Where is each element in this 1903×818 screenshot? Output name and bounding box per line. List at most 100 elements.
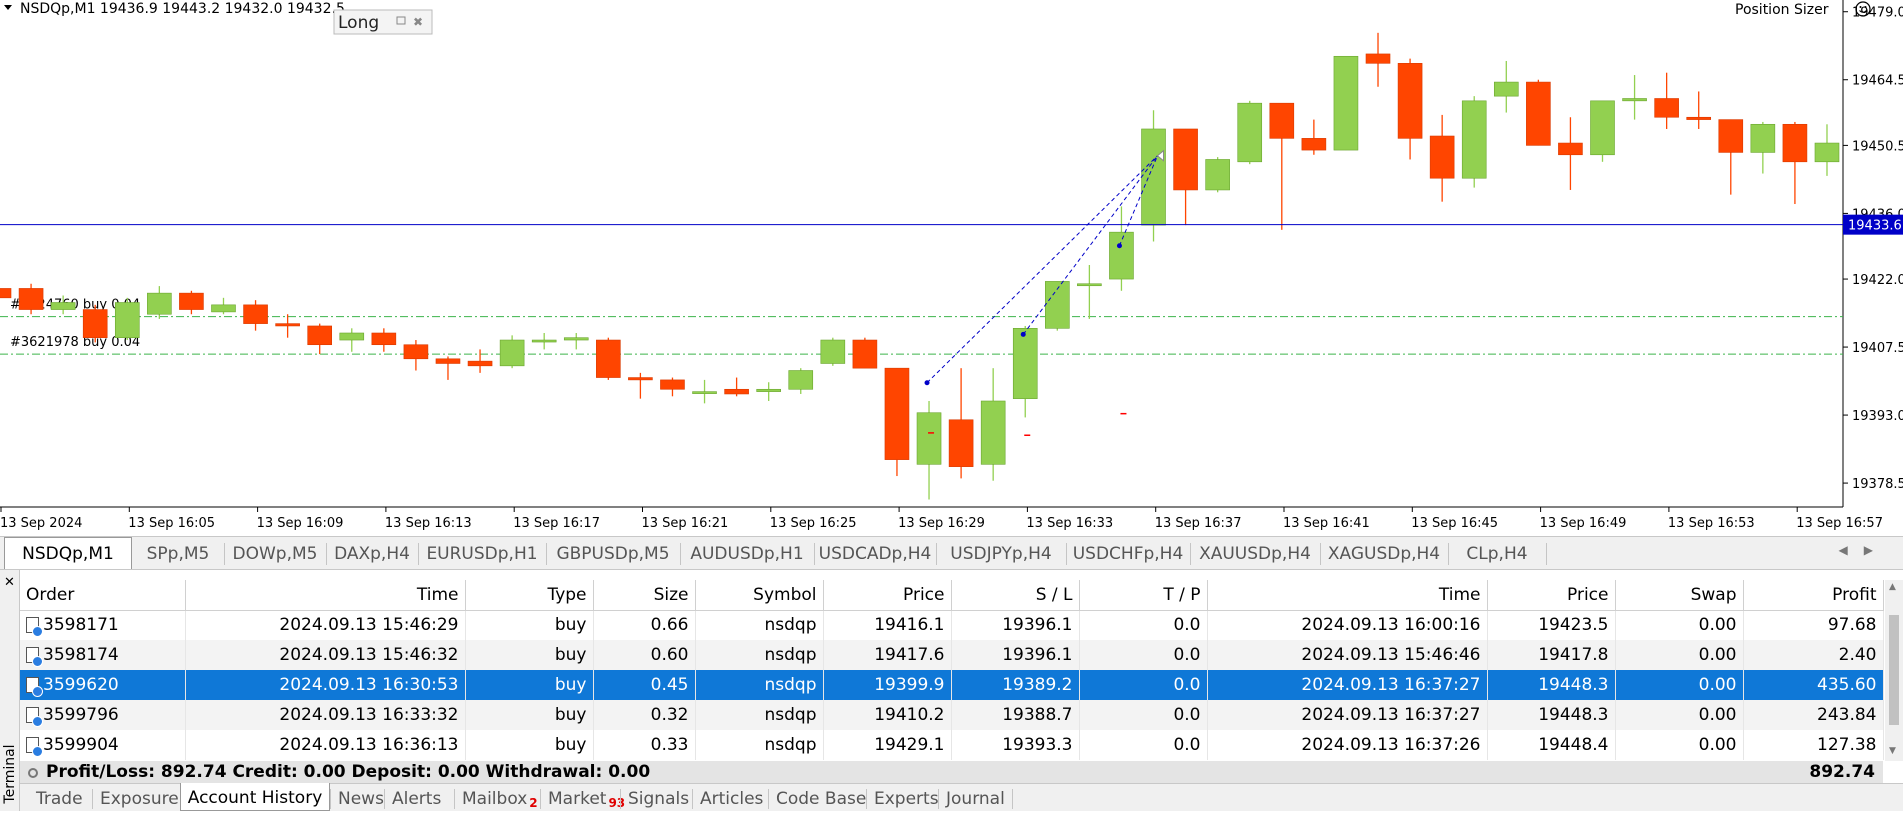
tab-separator <box>418 543 419 565</box>
candle-body <box>1590 100 1615 156</box>
scroll-down-icon[interactable]: ▼ <box>1889 746 1896 756</box>
symbol-tab[interactable]: AUDUSDp,H1 <box>690 544 804 564</box>
table-cell: 2024.09.13 15:46:46 <box>1207 640 1488 670</box>
terminal-tab-label: Journal <box>946 789 1005 809</box>
terminal-tab[interactable]: Code Base <box>768 784 874 811</box>
table-cell: nsdqp <box>695 640 824 670</box>
symbol-tab[interactable]: USDCHFp,H4 <box>1072 544 1184 564</box>
symbol-tab[interactable]: USDJPYp,H4 <box>950 544 1052 564</box>
terminal-tab[interactable]: Alerts <box>384 784 462 811</box>
terminal-tab[interactable]: Journal <box>938 784 1020 811</box>
column-header[interactable]: Price <box>823 580 952 611</box>
candle-body <box>0 288 12 299</box>
price-chart[interactable]: #3624760 buy 0.04#3621978 buy 0.04 19479… <box>0 0 1903 536</box>
candle-body <box>1012 328 1038 399</box>
smiley-icon[interactable] <box>1855 1 1871 17</box>
table-cell: 127.38 <box>1743 730 1884 760</box>
column-header[interactable]: Profit <box>1743 580 1884 611</box>
candle <box>179 290 204 315</box>
candle-body <box>1365 53 1391 64</box>
symbol-tab[interactable]: USDCADp,H4 <box>818 544 932 564</box>
terminal-tab[interactable]: Trade <box>28 784 100 811</box>
summary-bar: Profit/Loss: 892.74 Credit: 0.00 Deposit… <box>20 761 1883 783</box>
candle-body <box>467 360 493 367</box>
close-icon[interactable]: ✕ <box>4 575 15 590</box>
symbol-tab[interactable]: NSDQp,M1 <box>4 537 132 569</box>
symbol-tab-bar: ◀▶ NSDQp,M1 SPp,M5 DOWp,M5 DAXp,H4 EURUSDp,H… <box>0 536 1903 570</box>
candle-body <box>18 288 44 310</box>
terminal-tab[interactable]: Signals <box>620 784 700 811</box>
symbol-tab[interactable]: SPp,M5 <box>146 544 210 564</box>
symbol-tab[interactable]: DOWp,M5 <box>232 544 318 564</box>
symbol-tab[interactable]: EURUSDp,H1 <box>426 544 538 564</box>
table-cell: 0.32 <box>593 700 696 730</box>
terminal-tab[interactable]: News <box>330 784 392 811</box>
column-header[interactable]: T / P <box>1079 580 1208 611</box>
tab-separator <box>540 789 541 809</box>
terminal-tab[interactable]: Articles <box>692 784 776 811</box>
terminal-tab[interactable]: Experts <box>866 784 946 811</box>
table-row[interactable]: 3599796 2024.09.13 16:33:32 buy 0.32 nsdqp 19… <box>20 700 1884 730</box>
candle-body <box>243 304 268 324</box>
candle-body <box>211 304 236 313</box>
terminal-tab-label: Exposure <box>100 789 179 809</box>
column-header[interactable]: Price <box>1487 580 1616 611</box>
tab-separator <box>1190 543 1191 565</box>
table-cell: buy <box>465 730 594 760</box>
table-row[interactable]: 3598174 2024.09.13 15:46:32 buy 0.60 nsdqp 19… <box>20 640 1884 670</box>
candle <box>1269 102 1295 230</box>
terminal-tab[interactable]: Market 93 <box>540 784 628 811</box>
table-row[interactable]: 3598171 2024.09.13 15:46:29 buy 0.66 nsdqp 19… <box>20 610 1884 640</box>
table-cell: 19396.1 <box>951 610 1080 640</box>
column-header[interactable]: Order <box>20 580 186 611</box>
terminal-tab[interactable]: Account History <box>180 783 330 811</box>
table-cell: 0.66 <box>593 610 696 640</box>
y-tick-label: 19450.5 <box>1852 139 1903 154</box>
terminal-tab-label: Trade <box>36 789 83 809</box>
y-tick-label: 19479.0 <box>1852 6 1903 21</box>
column-header[interactable]: Symbol <box>695 580 824 611</box>
symbol-tab[interactable]: DAXp,H4 <box>334 544 410 564</box>
terminal-tab-label: Market <box>548 789 607 809</box>
table-cell: buy <box>465 640 594 670</box>
candle <box>307 323 333 355</box>
scroll-up-icon[interactable]: ▲ <box>1889 582 1896 592</box>
symbol-tab[interactable]: CLp,H4 <box>1466 544 1528 564</box>
close-icon[interactable]: ✖ <box>413 15 423 29</box>
terminal-tab[interactable]: Mailbox 2 <box>454 784 548 811</box>
candle <box>1750 121 1776 174</box>
candle-body <box>1526 81 1551 146</box>
table-cell: 19389.2 <box>951 670 1080 700</box>
column-header[interactable]: Size <box>593 580 696 611</box>
column-header[interactable]: Time <box>1207 580 1488 611</box>
candle <box>275 314 300 338</box>
scrollbar-thumb[interactable] <box>1889 615 1899 725</box>
column-header[interactable]: S / L <box>951 580 1080 611</box>
candle <box>531 332 557 350</box>
table-row[interactable]: 3599620 2024.09.13 16:30:53 buy 0.45 nsdqp 19… <box>20 670 1884 700</box>
symbol-tab[interactable]: GBPUSDp,M5 <box>556 544 670 564</box>
x-tick-label: 13 Sep 16:45 <box>1411 516 1498 531</box>
tab-scroll-arrows[interactable]: ◀▶ <box>1838 543 1889 557</box>
symbol-tab[interactable]: XAGUSDp,H4 <box>1327 544 1441 564</box>
column-header[interactable]: Swap <box>1615 580 1744 611</box>
column-header[interactable]: Time <box>185 580 466 611</box>
candle-body <box>852 339 878 369</box>
position-sizer-label[interactable]: Position Sizer <box>1735 2 1829 18</box>
candle <box>916 401 942 500</box>
vertical-scrollbar[interactable]: ▲ ▼ <box>1885 580 1903 761</box>
table-cell: 19388.7 <box>951 700 1080 730</box>
terminal-tab-bar: Trade Exposure Account History News Alerts Ma… <box>20 783 1903 811</box>
symbol-tab[interactable]: XAUUSDp,H4 <box>1199 544 1311 564</box>
triangle-down-icon[interactable] <box>4 5 12 10</box>
table-row[interactable]: 3599904 2024.09.13 16:36:13 buy 0.33 nsdqp 19… <box>20 730 1884 760</box>
order-cell: 3599620 <box>20 670 186 700</box>
candle-body <box>1461 100 1487 179</box>
column-header[interactable]: Type <box>465 580 594 611</box>
terminal-tab[interactable]: Exposure <box>92 784 188 811</box>
restore-icon[interactable] <box>396 16 406 25</box>
candle-body <box>114 302 140 338</box>
long-panel[interactable]: Long ✖ <box>333 9 433 35</box>
tab-separator <box>546 543 547 565</box>
